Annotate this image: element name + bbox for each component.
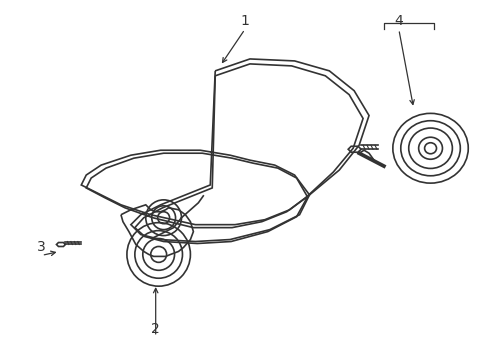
- Text: 2: 2: [151, 322, 160, 336]
- Text: 4: 4: [394, 14, 402, 28]
- Text: 1: 1: [240, 14, 249, 28]
- Text: 3: 3: [37, 240, 46, 255]
